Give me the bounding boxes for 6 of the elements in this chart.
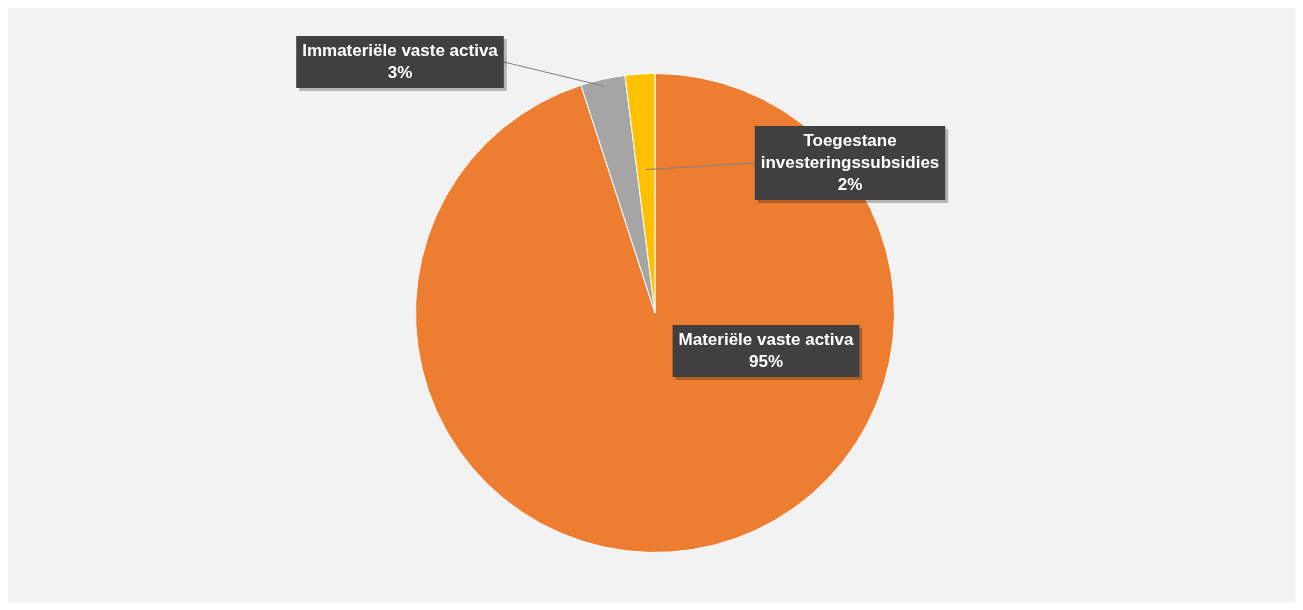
slice-label: Toegestane investeringssubsidies [760,130,940,172]
slice-label: Materiële vaste activa [678,329,854,349]
data-label: 3% [387,62,413,82]
slice-label: Immateriële vaste activa [302,40,499,60]
data-label: 2% [837,174,863,194]
data-label: 95% [748,351,784,371]
